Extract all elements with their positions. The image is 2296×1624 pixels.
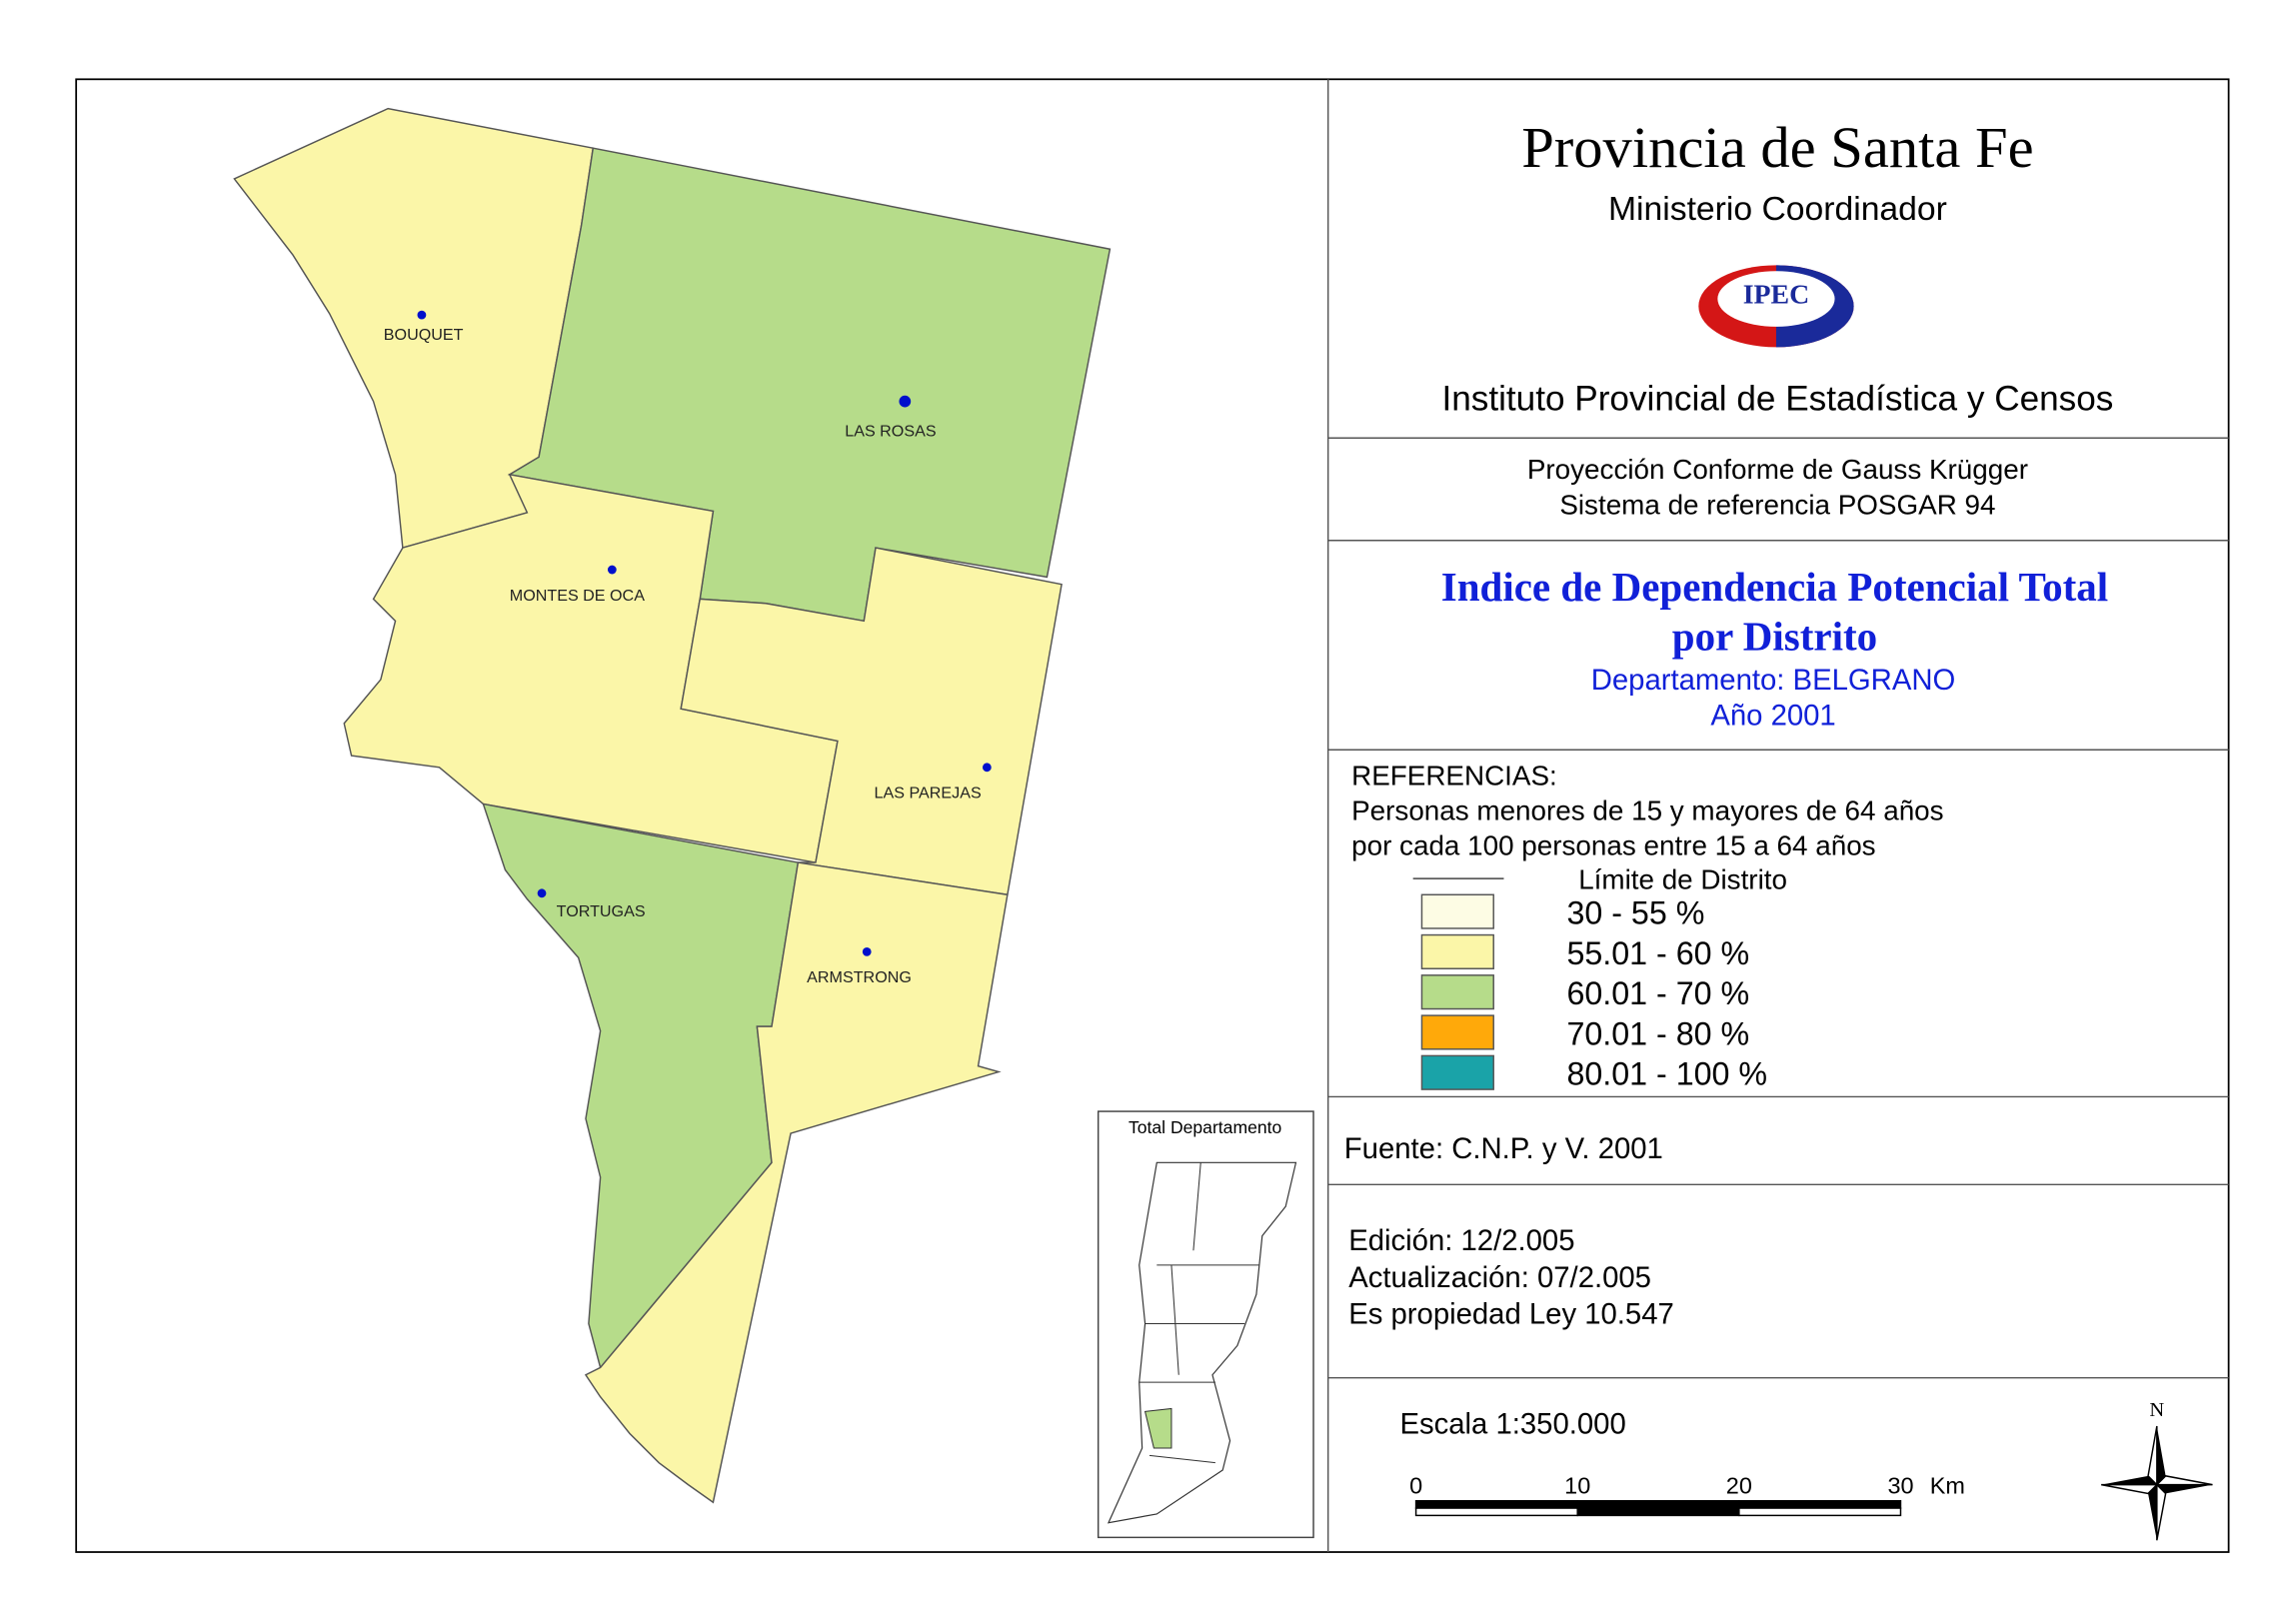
scale-segment	[1738, 1500, 1902, 1509]
district-label: MONTES DE OCA	[510, 587, 645, 605]
boundary-label: Límite de Distrito	[1578, 863, 1787, 894]
inset-title: Total Departamento	[1129, 1117, 1282, 1137]
references-text: por cada 100 personas entre 15 a 64 años	[1351, 830, 1875, 861]
scale-tick-label: 0	[1409, 1472, 1422, 1498]
legend-swatch	[1420, 933, 1494, 969]
district-label: BOUQUET	[384, 326, 464, 344]
edition: Es propiedad Ley 10.547	[1348, 1297, 1674, 1330]
scale-tick-label: 10	[1564, 1472, 1590, 1498]
legend: 30 - 55 % 55.01 - 60 % 60.01 - 70 % 70.01 -…	[1420, 893, 1767, 1092]
scale-segment	[1738, 1507, 1902, 1517]
legend-label: 70.01 - 80 %	[1566, 1015, 1749, 1051]
edition: Edición: 12/2.005	[1348, 1224, 1574, 1257]
north-arrow: N	[2101, 1399, 2213, 1541]
logo: IPEC	[1698, 265, 1854, 348]
references-text: Personas menores de 15 y mayores de 64 a…	[1351, 796, 1943, 826]
subtitle: Ministerio Coordinador	[1608, 191, 1947, 228]
scale-segment	[1576, 1500, 1740, 1509]
projection: Sistema de referencia POSGAR 94	[1559, 489, 1995, 520]
department: Departamento: BELGRANO	[1591, 664, 1956, 697]
legend-swatch	[1420, 1014, 1494, 1050]
legend-swatch	[1420, 1054, 1494, 1090]
scale-bar: 0 10 20 30 Km	[1409, 1472, 1965, 1517]
legend-swatch	[1420, 893, 1494, 929]
scale-segment	[1576, 1507, 1740, 1517]
scale-unit: Km	[1930, 1472, 1965, 1498]
scale-segment	[1414, 1507, 1578, 1517]
scale-tick-label: 20	[1726, 1472, 1752, 1498]
districts	[233, 107, 1112, 1504]
references-heading: REFERENCIAS:	[1351, 760, 1557, 791]
district-seats	[417, 310, 992, 956]
year: Año 2001	[1710, 699, 1835, 732]
legend-label: 80.01 - 100 %	[1566, 1056, 1767, 1092]
district-label: ARMSTRONG	[807, 968, 912, 986]
district-label: LAS PAREJAS	[875, 785, 982, 803]
district-label: LAS ROSAS	[845, 423, 936, 441]
inset: Total Departamento	[1097, 1110, 1314, 1539]
logo-text: IPEC	[1743, 279, 1810, 310]
district-label: TORTUGAS	[557, 902, 646, 920]
legend-label: 30 - 55 %	[1566, 895, 1704, 931]
map-title: Indice de Dependencia Potencial Total	[1441, 564, 2108, 610]
title: Provincia de Santa Fe	[1521, 115, 2033, 180]
map-title: por Distrito	[1672, 614, 1877, 660]
dividers	[1326, 79, 2229, 1553]
projection: Proyección Conforme de Gauss Krügger	[1527, 454, 2028, 485]
legend-swatch	[1420, 974, 1494, 1010]
institute: Instituto Provincial de Estadística y Ce…	[1441, 379, 2113, 418]
legend-label: 55.01 - 60 %	[1566, 935, 1749, 971]
source: Fuente: C.N.P. y V. 2001	[1344, 1132, 1663, 1165]
scale-tick-label: 30	[1887, 1472, 1913, 1498]
legend-label: 60.01 - 70 %	[1566, 975, 1749, 1011]
edition: Actualización: 07/2.005	[1348, 1261, 1651, 1294]
north-label: N	[2149, 1399, 2164, 1421]
scale-label: Escala 1:350.000	[1399, 1407, 1625, 1440]
scale-segment	[1414, 1500, 1578, 1509]
